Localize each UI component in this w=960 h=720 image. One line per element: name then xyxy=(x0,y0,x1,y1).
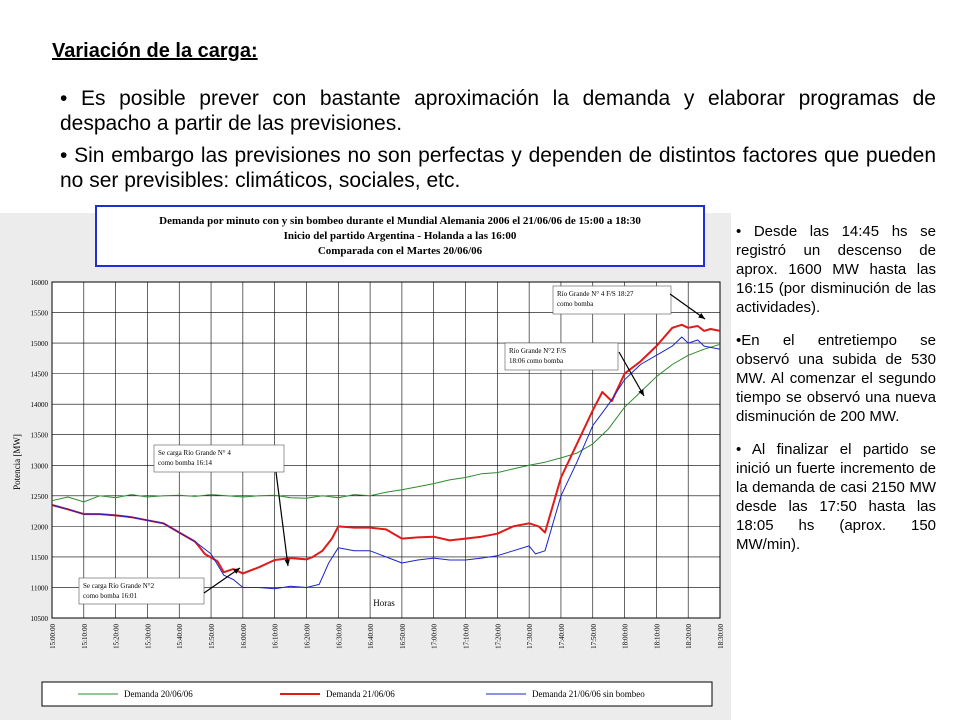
annotation-text: Río Grande N° 4 F/S 18:27 xyxy=(557,290,634,298)
legend-label: Demanda 21/06/06 sin bombeo xyxy=(532,689,645,699)
x-tick-label: 18:30:00 xyxy=(717,624,725,649)
x-tick-label: 18:00:00 xyxy=(622,624,630,649)
annotation-arrow-line xyxy=(275,471,289,567)
legend-entries: Demanda 20/06/06 Demanda 21/06/06 Demanda … xyxy=(78,689,645,699)
annotation-text: como bomba 16:01 xyxy=(83,592,138,600)
y-tick-label: 12000 xyxy=(31,523,49,531)
annotation-text: 18:06 como bomba xyxy=(509,357,564,365)
side-notes: • Desde las 14:45 hs se registró un desc… xyxy=(736,222,936,568)
y-tick-label: 11500 xyxy=(31,554,49,562)
y-tick-label: 15000 xyxy=(31,340,49,348)
x-tick-label: 17:10:00 xyxy=(463,624,471,649)
legend-label: Demanda 21/06/06 xyxy=(326,689,395,699)
annotation-box xyxy=(153,444,285,473)
series-lines xyxy=(51,323,721,590)
side-note-1: • Desde las 14:45 hs se registró un desc… xyxy=(736,223,936,316)
annotation-arrow-head xyxy=(284,559,290,566)
annotation-text: como bomba xyxy=(557,300,594,308)
x-tick-label: 15:10:00 xyxy=(81,624,89,649)
annotation-text: como bomba 16:14 xyxy=(158,459,213,467)
slide-title: Variación de la carga: xyxy=(52,40,258,62)
annotation-arrow-head xyxy=(698,313,705,319)
chart-title-box: Demanda por minuto con y sin bombeo dura… xyxy=(95,205,705,267)
annotation-text: Río Grande N°2 F/S xyxy=(509,347,566,355)
bullet-2: • Sin embargo las previsiones no son per… xyxy=(60,144,936,192)
chart-annotations: Río Grande N° 4 F/S 18:27 como bomba Río G… xyxy=(78,285,706,605)
annotation-text: Se carga Río Grande N°2 xyxy=(83,582,155,590)
x-tick-label: 16:00:00 xyxy=(240,624,248,649)
series-line xyxy=(51,343,721,503)
x-tick-label: 17:00:00 xyxy=(431,624,439,649)
y-tick-label: 15500 xyxy=(31,310,49,318)
chart-title-line-1: Demanda por minuto con y sin bombeo dura… xyxy=(159,215,641,227)
annotation-arrow-line xyxy=(618,351,645,397)
y-tick-label: 11000 xyxy=(31,584,49,592)
y-tick-labels: 16000 15500 15000 14500 14000 13500 13000 12500… xyxy=(31,279,49,623)
line-chart-svg: 16000 15500 15000 14500 14000 13500 13000 12500… xyxy=(12,279,725,707)
y-tick-label: 13500 xyxy=(31,432,49,440)
legend-label: Demanda 20/06/06 xyxy=(124,689,193,699)
y-tick-label: 14000 xyxy=(31,401,49,409)
bullet-1: • Es posible prever con bastante aproxim… xyxy=(60,87,936,135)
y-tick-label: 16000 xyxy=(31,279,49,287)
annotation-arrow-head xyxy=(233,568,240,574)
x-tick-label: 16:10:00 xyxy=(272,624,280,649)
x-tick-label: 17:30:00 xyxy=(526,624,534,649)
annotation-text: Se carga Río Grande N° 4 xyxy=(158,449,231,457)
x-tick-label: 17:20:00 xyxy=(494,624,502,649)
chart-title-line-2: Inicio del partido Argentina - Holanda a… xyxy=(283,230,517,242)
side-note-3: • Al finalizar el partido se inició un f… xyxy=(736,441,936,553)
x-tick-label: 16:40:00 xyxy=(367,624,375,649)
x-tick-label: 18:10:00 xyxy=(653,624,661,649)
series-line xyxy=(51,336,721,590)
x-tick-label: 15:30:00 xyxy=(144,624,152,649)
x-tick-label: 18:20:00 xyxy=(685,624,693,649)
annotation-box xyxy=(78,577,205,605)
y-tick-label: 10500 xyxy=(31,615,49,623)
x-tick-label: 16:20:00 xyxy=(303,624,311,649)
x-axis-label: Horas xyxy=(373,598,395,608)
annotation-box xyxy=(504,342,619,371)
x-tick-label: 16:50:00 xyxy=(399,624,407,649)
line-chart: 16000 15500 15000 14500 14000 13500 13000 12500… xyxy=(8,272,728,712)
annotation-arrow-line xyxy=(203,567,241,594)
x-tick-label: 15:50:00 xyxy=(208,624,216,649)
plot-area xyxy=(51,281,721,619)
x-tick-label: 17:50:00 xyxy=(590,624,598,649)
x-tick-label: 15:40:00 xyxy=(176,624,184,649)
annotation-arrow-head xyxy=(638,389,644,396)
x-tick-label: 15:00:00 xyxy=(49,624,57,649)
y-tick-label: 13000 xyxy=(31,462,49,470)
annotation-arrow-line xyxy=(669,293,706,320)
x-tick-labels: 15:00:00 15:10:00 15:20:00 15:30:00 15:40:00… xyxy=(49,624,725,649)
x-tick-label: 16:30:00 xyxy=(335,624,343,649)
chart-title-line-3: Comparada con el Martes 20/06/06 xyxy=(317,245,483,257)
x-tick-label: 17:40:00 xyxy=(558,624,566,649)
legend xyxy=(41,681,713,707)
y-tick-label: 14500 xyxy=(31,371,49,379)
y-axis-label: Potencia [MW] xyxy=(12,434,22,490)
x-tick-label: 15:20:00 xyxy=(113,624,121,649)
side-note-2: •En el entretiempo se observó una subida… xyxy=(736,332,936,425)
y-tick-label: 12500 xyxy=(31,493,49,501)
annotation-box xyxy=(552,285,672,315)
